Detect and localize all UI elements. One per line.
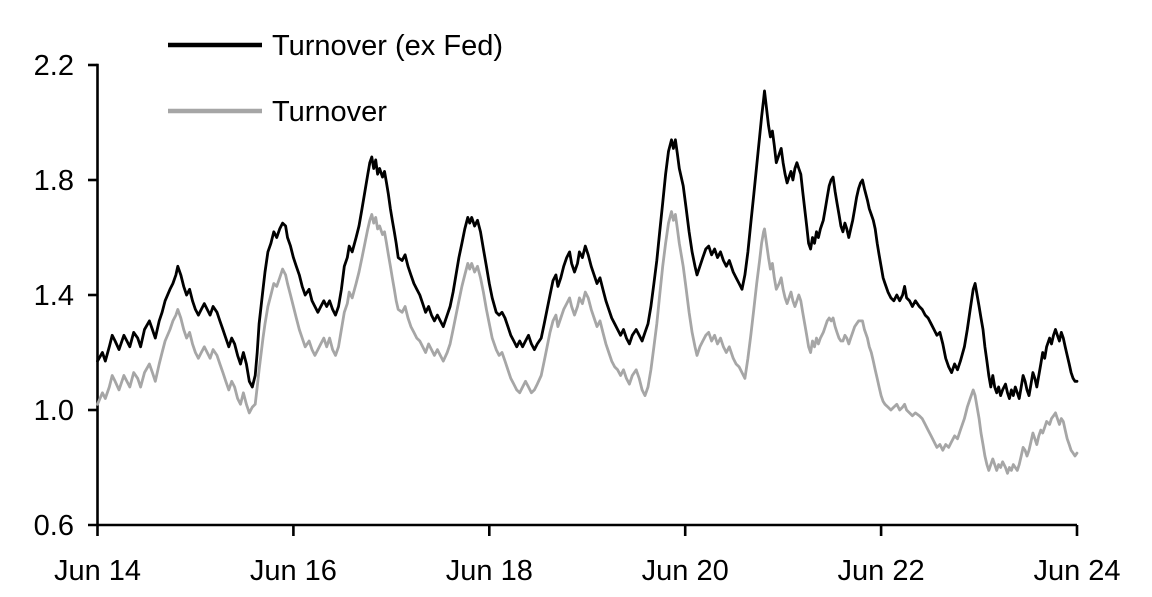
x-tick-label: Jun 20 (642, 555, 729, 587)
x-tick-label: Jun 22 (838, 555, 925, 587)
x-tick-label: Jun 18 (446, 555, 533, 587)
x-tick-label: Jun 14 (54, 555, 141, 587)
y-tick-label: 1.0 (34, 395, 74, 427)
y-tick-label: 0.6 (34, 510, 74, 542)
x-tick-label: Jun 24 (1033, 555, 1120, 587)
y-tick-label: 1.8 (34, 165, 74, 197)
legend-label-turnover: Turnover (272, 96, 387, 128)
y-tick-label: 2.2 (34, 50, 74, 82)
series-line-turnover (96, 210, 1079, 475)
legend-label-turnover-ex-fed: Turnover (ex Fed) (272, 30, 503, 62)
x-tick-label: Jun 16 (250, 555, 337, 587)
y-tick-label: 1.4 (34, 280, 74, 312)
series-line-turnover-ex-fed (96, 89, 1079, 400)
